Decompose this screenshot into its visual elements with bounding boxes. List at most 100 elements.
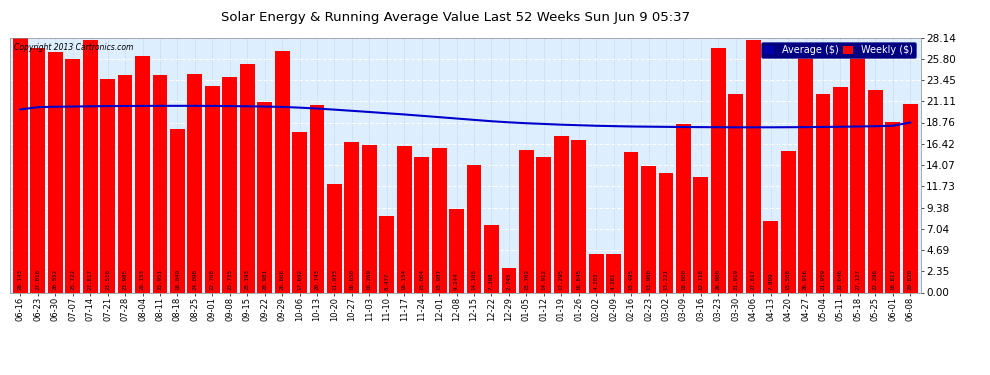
Text: Copyright 2013 Cartronics.com: Copyright 2013 Cartronics.com <box>15 43 134 52</box>
Bar <box>310 105 325 292</box>
Text: 27.127: 27.127 <box>855 269 860 290</box>
Text: 26.666: 26.666 <box>279 269 284 290</box>
Text: 2.745: 2.745 <box>507 272 512 290</box>
Bar <box>658 173 673 292</box>
Text: 26.916: 26.916 <box>803 269 808 290</box>
Text: 25.722: 25.722 <box>70 269 75 290</box>
Bar <box>537 158 551 292</box>
Bar <box>642 166 656 292</box>
Text: 20.820: 20.820 <box>908 269 913 290</box>
Text: 17.692: 17.692 <box>297 269 302 290</box>
Bar <box>903 104 918 292</box>
Bar <box>589 254 604 292</box>
Text: 18.817: 18.817 <box>890 269 895 290</box>
Bar <box>379 216 394 292</box>
Bar <box>745 40 760 292</box>
Text: 15.987: 15.987 <box>437 269 442 290</box>
Text: 17.295: 17.295 <box>558 269 563 290</box>
Text: 26.552: 26.552 <box>52 269 57 290</box>
Bar <box>763 221 778 292</box>
Text: 16.269: 16.269 <box>367 269 372 290</box>
Bar <box>240 64 254 292</box>
Bar <box>519 150 534 292</box>
Text: 14.912: 14.912 <box>542 269 546 290</box>
Bar <box>83 40 98 292</box>
Text: 25.193: 25.193 <box>245 269 249 290</box>
Text: 26.153: 26.153 <box>140 269 145 290</box>
Bar <box>833 87 847 292</box>
Bar <box>257 102 272 292</box>
Text: 14.105: 14.105 <box>471 269 476 290</box>
Text: 4.281: 4.281 <box>611 272 616 290</box>
Text: 27.817: 27.817 <box>88 269 93 290</box>
Text: 20.743: 20.743 <box>315 269 320 290</box>
Text: 23.951: 23.951 <box>157 269 162 290</box>
Text: 23.735: 23.735 <box>228 269 233 290</box>
Bar <box>676 124 691 292</box>
Bar <box>798 49 813 292</box>
Text: 20.981: 20.981 <box>262 269 267 290</box>
Text: 27.018: 27.018 <box>36 269 41 290</box>
Text: 12.718: 12.718 <box>698 269 703 290</box>
Bar <box>432 148 446 292</box>
Bar <box>152 75 167 292</box>
Bar <box>502 268 517 292</box>
Bar <box>571 140 586 292</box>
Text: 18.049: 18.049 <box>175 269 180 290</box>
Text: 28.143: 28.143 <box>18 269 23 290</box>
Bar <box>711 48 726 292</box>
Text: 8.477: 8.477 <box>384 272 389 290</box>
Bar <box>135 56 149 292</box>
Text: 11.933: 11.933 <box>332 269 337 290</box>
Text: 27.817: 27.817 <box>750 269 755 290</box>
Text: 7.398: 7.398 <box>489 272 494 290</box>
Bar <box>31 48 46 292</box>
Text: 23.985: 23.985 <box>123 269 128 290</box>
Text: 26.980: 26.980 <box>716 269 721 290</box>
Text: 4.203: 4.203 <box>594 272 599 290</box>
Text: 16.154: 16.154 <box>402 269 407 290</box>
Bar <box>484 225 499 292</box>
Bar <box>362 145 377 292</box>
Bar <box>48 52 62 292</box>
Bar <box>327 184 342 292</box>
Bar <box>223 77 238 292</box>
Bar <box>65 59 80 292</box>
Text: 21.959: 21.959 <box>821 269 826 290</box>
Text: 9.244: 9.244 <box>454 272 459 290</box>
Text: 23.518: 23.518 <box>105 269 110 290</box>
Bar <box>274 51 289 292</box>
Bar <box>449 209 464 292</box>
Bar <box>624 152 639 292</box>
Text: 15.762: 15.762 <box>524 269 529 290</box>
Bar <box>816 93 831 292</box>
Bar <box>292 132 307 292</box>
Text: 24.098: 24.098 <box>192 269 197 290</box>
Bar <box>205 86 220 292</box>
Text: 21.919: 21.919 <box>734 269 739 290</box>
Bar <box>187 74 202 292</box>
Bar <box>606 254 621 292</box>
Text: 22.646: 22.646 <box>838 269 842 290</box>
Text: 15.568: 15.568 <box>786 269 791 290</box>
Bar <box>781 152 796 292</box>
Text: 15.004: 15.004 <box>419 269 424 290</box>
Legend: Average ($), Weekly ($): Average ($), Weekly ($) <box>761 42 916 58</box>
Bar <box>397 146 412 292</box>
Bar <box>693 177 708 292</box>
Text: 16.845: 16.845 <box>576 269 581 290</box>
Text: 22.768: 22.768 <box>210 269 215 290</box>
Bar <box>466 165 481 292</box>
Text: Solar Energy & Running Average Value Last 52 Weeks Sun Jun 9 05:37: Solar Energy & Running Average Value Las… <box>221 11 690 24</box>
Bar <box>118 75 133 292</box>
Text: 13.960: 13.960 <box>646 269 651 290</box>
Text: 18.600: 18.600 <box>681 269 686 290</box>
Bar <box>100 80 115 292</box>
Bar <box>553 136 568 292</box>
Bar <box>414 156 429 292</box>
Text: 7.899: 7.899 <box>768 272 773 290</box>
Text: 22.296: 22.296 <box>873 269 878 290</box>
Bar <box>850 46 865 292</box>
Text: 16.650: 16.650 <box>349 269 354 290</box>
Bar <box>729 94 743 292</box>
